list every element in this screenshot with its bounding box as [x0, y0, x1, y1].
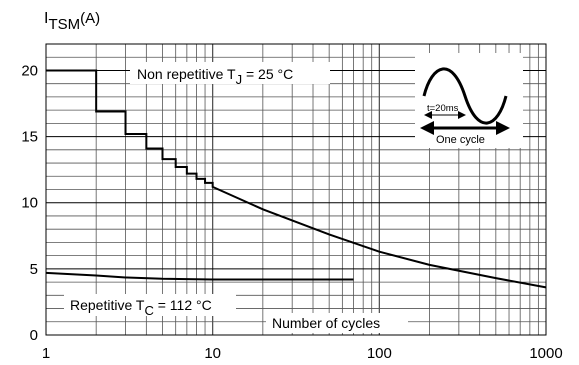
plot-frame: [45, 43, 547, 336]
series-lines: [45, 69, 547, 289]
series-line-1: [45, 271, 354, 281]
y-tick-label: 10: [21, 195, 38, 212]
inset-period-arrow-left: [424, 111, 432, 119]
x-tick-label: 100: [367, 345, 392, 362]
y-axis-title-sub: TSM: [48, 16, 80, 33]
inset-cycle-arrow-right: [496, 121, 510, 135]
series-line-0: [46, 69, 547, 289]
inset-cycle-arrow-left: [420, 121, 434, 135]
inset-waveform: t=20ms One cycle: [415, 53, 523, 148]
x-axis-title: Number of cycles: [272, 315, 380, 331]
inset-period-arrow-right: [458, 111, 466, 119]
y-tick-label: 15: [21, 129, 38, 146]
series-label-bg-nonrep: [130, 62, 330, 84]
inset-sine-wave: [422, 67, 508, 125]
series-label-rep: Repetitive TC = 112 °C: [70, 297, 212, 318]
inset-period-text: t=20ms: [427, 103, 459, 114]
x-tick-label: 10: [204, 345, 221, 362]
x-tick-label: 1000: [529, 345, 562, 362]
y-tick-label: 20: [21, 62, 38, 79]
x-axis-title-bg: [266, 313, 408, 333]
y-tick-label: 5: [30, 261, 38, 278]
inset-cycle-text: One cycle: [436, 134, 485, 146]
y-tick-label: 0: [30, 327, 38, 344]
x-tick-label: 1: [42, 345, 50, 362]
y-axis-title-unit: (A): [80, 10, 100, 27]
series-label-nonrep: Non repetitive TJ = 25 °C: [137, 66, 293, 87]
y-axis-title: ITSM(A): [44, 10, 100, 33]
series-label-bg-rep: [64, 294, 236, 316]
tick-labels: 0 5 10 15 20 1 10 100 1000: [21, 62, 562, 362]
y-axis-title-main: I: [44, 10, 48, 27]
